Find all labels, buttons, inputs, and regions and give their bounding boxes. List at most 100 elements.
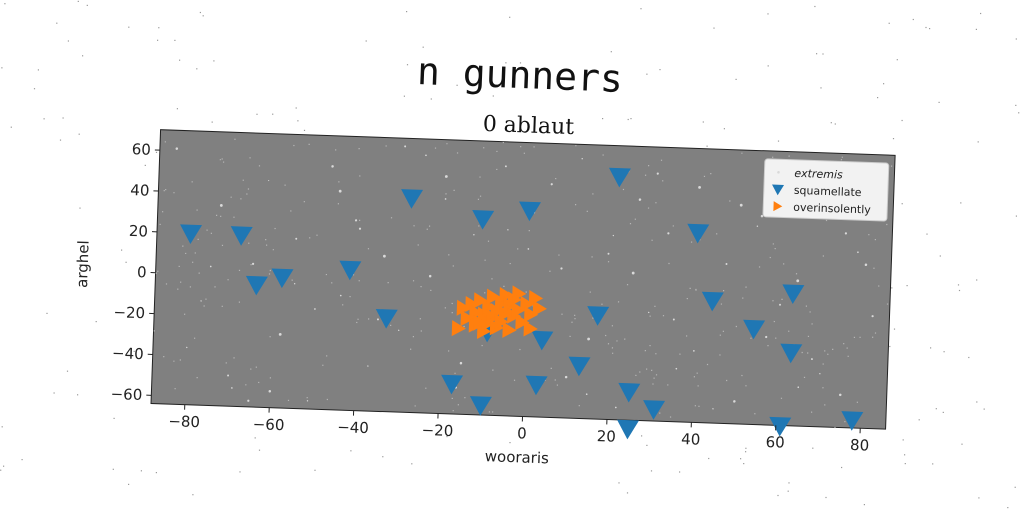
plot-speckle-dot: [647, 207, 650, 209]
speckle-dot: [706, 145, 708, 147]
plot-speckle-dot: [496, 150, 498, 153]
point-extremis: [339, 294, 342, 297]
plot-speckle-dot: [549, 270, 551, 272]
point-extremis: [444, 198, 447, 200]
speckle-dot: [79, 207, 81, 209]
speckle-dot: [33, 88, 36, 90]
plot-speckle-dot: [660, 159, 663, 161]
plot-speckle-dot: [513, 379, 516, 381]
point-extremis: [200, 300, 202, 302]
plot-speckle-dot: [249, 157, 251, 159]
plot-speckle-dot: [722, 290, 725, 292]
point-extremis: [550, 183, 553, 186]
speckle-dot: [830, 122, 832, 124]
plot-speckle-dot: [519, 348, 521, 351]
plot-speckle-dot: [807, 352, 809, 354]
plot-speckle-dot: [477, 198, 480, 200]
speckle-dot: [904, 454, 906, 456]
point-extremis: [459, 361, 463, 365]
plot-speckle-dot: [772, 300, 774, 302]
plot-speckle-dot: [669, 416, 672, 418]
speckle-dot: [365, 40, 367, 42]
speckle-dot: [86, 4, 88, 6]
speckle-dot: [901, 203, 903, 205]
plot-speckle-dot: [265, 244, 268, 246]
plot-speckle-dot: [426, 228, 428, 230]
point-extremis: [638, 198, 642, 201]
point-extremis: [819, 372, 821, 375]
speckle-dot: [816, 53, 818, 55]
plot-speckle-dot: [592, 193, 594, 195]
point-squamellate: [525, 375, 548, 396]
plot-speckle-dot: [358, 280, 360, 282]
plot-speckle-dot: [194, 252, 196, 254]
plot-speckle-dot: [662, 180, 664, 182]
plot-speckle-dot: [528, 229, 530, 232]
plot-speckle-dot: [859, 336, 861, 338]
point-squamellate: [271, 268, 294, 289]
plot-speckle-dot: [554, 379, 556, 381]
plot-speckle-dot: [454, 372, 456, 374]
plot-speckle-dot: [451, 397, 453, 400]
plot-speckle-dot: [626, 284, 629, 286]
plot-speckle-dot: [574, 203, 577, 206]
plot-speckle-dot: [662, 315, 665, 317]
plot-speckle-dot: [434, 147, 437, 149]
plot-speckle-dot: [667, 384, 669, 386]
speckle-dot: [406, 11, 408, 13]
plot-speckle-dot: [325, 273, 328, 276]
speckle-dot: [702, 121, 704, 123]
plot-speckle-dot: [772, 243, 774, 245]
plot-speckle-dot: [180, 281, 182, 283]
plot-speckle-dot: [293, 144, 295, 147]
plot-speckle-dot: [722, 330, 724, 332]
plot-speckle-dot: [616, 340, 618, 342]
legend-marker-overinsolently: [773, 201, 783, 212]
point-extremis: [186, 346, 188, 349]
speckle-dot: [256, 113, 258, 115]
legend: extremis squamellate overinsolently: [762, 158, 890, 222]
point-extremis: [268, 390, 272, 393]
plot-speckle-dot: [157, 270, 159, 272]
plot-speckle-dot: [196, 209, 198, 211]
plot-speckle-dot: [165, 188, 167, 191]
speckle-dot: [932, 463, 934, 465]
plot-speckle-dot: [428, 225, 431, 227]
plot-speckle-dot: [697, 385, 699, 387]
speckle-dot: [841, 466, 843, 469]
point-extremis: [295, 237, 298, 240]
plot-speckle-dot: [602, 154, 604, 156]
speckle-dot: [820, 87, 822, 89]
plot-speckle-dot: [219, 159, 221, 161]
speckle-dot: [509, 16, 511, 18]
plot-speckle-dot: [387, 281, 389, 284]
point-squamellate: [841, 411, 864, 431]
y-tick-label: 60: [131, 140, 151, 159]
plot-speckle-dot: [624, 338, 626, 340]
speckle-dot: [179, 59, 181, 61]
speckle-dot: [95, 321, 97, 323]
plot-speckle-dot: [622, 188, 625, 191]
speckle-dot: [583, 82, 585, 84]
point-extremis: [331, 165, 334, 168]
point-extremis: [231, 387, 233, 389]
speckle-dot: [976, 401, 978, 403]
speckle-dot: [812, 447, 814, 449]
plot-speckle-dot: [342, 304, 344, 306]
plot-speckle-dot: [225, 362, 227, 364]
plot-speckle-dot: [221, 158, 223, 160]
speckle-dot: [610, 51, 612, 53]
speckle-dot: [258, 449, 261, 451]
speckle-dot: [125, 261, 127, 263]
plot-speckle-dot: [420, 330, 422, 332]
speckle-dot: [976, 279, 978, 281]
point-squamellate: [687, 223, 710, 244]
point-extremis: [585, 393, 588, 396]
speckle-dot: [977, 141, 979, 143]
point-extremis: [354, 219, 358, 222]
plot-speckle-dot: [520, 146, 522, 148]
point-overinsolently: [498, 305, 513, 322]
point-squamellate: [180, 224, 203, 245]
plot-speckle-dot: [591, 256, 593, 258]
point-overinsolently: [511, 301, 526, 318]
